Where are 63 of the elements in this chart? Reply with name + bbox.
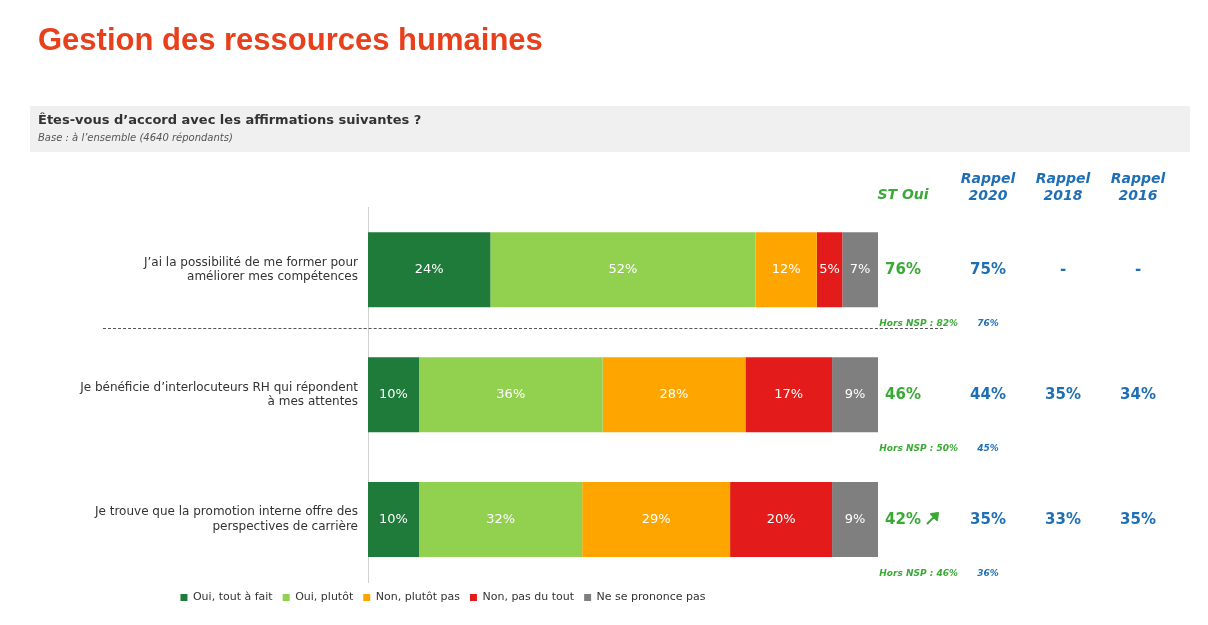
text: Hors NSP : 46% xyxy=(878,567,958,578)
bar xyxy=(842,232,878,308)
bar xyxy=(419,482,583,558)
data-label: 10% xyxy=(379,510,408,526)
bar xyxy=(832,357,878,433)
text: Êtes-vous d’accord avec les affirmations suivantes ? xyxy=(38,112,422,127)
bar xyxy=(490,232,756,308)
data-label: 24% xyxy=(414,261,444,277)
text: Rappel 2018 xyxy=(1034,170,1092,204)
text: 35% xyxy=(1044,384,1082,403)
data-label: 9% xyxy=(844,510,866,526)
bar xyxy=(832,482,878,558)
text: 33% xyxy=(1044,509,1082,528)
data-label: 10% xyxy=(379,386,408,402)
legend-label: Oui, plutôt xyxy=(295,590,354,604)
data-label: 28% xyxy=(659,386,689,402)
text: 42% xyxy=(885,509,921,528)
text: Rappel 2020 xyxy=(959,170,1017,204)
bar xyxy=(419,357,603,433)
legend-label: Non, plutôt pas xyxy=(375,590,461,604)
text: Rappel 2016 xyxy=(1109,170,1167,204)
legend-label: Oui, tout à fait xyxy=(192,590,274,604)
y-tick-label: J’ai la possibilité de me former pour améliorer mes compétences xyxy=(143,254,359,284)
text: Hors NSP : 82% xyxy=(878,317,958,328)
data-label: 29% xyxy=(641,510,671,526)
legend-label: Ne se prononce pas xyxy=(596,590,706,604)
data-label: 9% xyxy=(844,386,866,402)
data-label: 5% xyxy=(819,261,840,277)
text: 45% xyxy=(977,442,999,453)
y-tick-label: Je bénéficie d’interlocuteurs RH qui répondent à mes attentes xyxy=(79,379,359,409)
bar xyxy=(368,482,419,558)
text: 34% xyxy=(1119,384,1157,403)
text: ST Oui xyxy=(876,186,930,203)
text: Base : à l’ensemble (4640 répondants) xyxy=(38,132,233,143)
data-label: 36% xyxy=(496,386,526,402)
text: 46% xyxy=(885,384,921,403)
data-label: 7% xyxy=(849,261,871,277)
bar xyxy=(755,232,817,308)
text: 44% xyxy=(969,384,1007,403)
legend-label: Non, pas du tout xyxy=(482,590,575,604)
bar xyxy=(368,357,419,433)
bar xyxy=(745,357,833,433)
bar xyxy=(582,482,731,558)
text: - xyxy=(1133,259,1143,278)
text: 76% xyxy=(977,317,999,328)
data-label: 52% xyxy=(608,261,638,277)
text: 76% xyxy=(885,259,921,278)
data-label: 32% xyxy=(486,510,516,526)
text: - xyxy=(1058,259,1068,278)
bar xyxy=(730,482,833,558)
text: 36% xyxy=(977,567,999,578)
text: Hors NSP : 50% xyxy=(878,442,958,453)
y-tick-label: Je trouve que la promotion interne offre des perspectives de carrière xyxy=(93,504,358,533)
text: 75% xyxy=(969,259,1007,278)
bar xyxy=(816,232,843,308)
bar xyxy=(368,232,491,308)
data-label: 20% xyxy=(766,510,796,526)
text: 35% xyxy=(969,509,1007,528)
chart-title: Gestion des ressources humaines xyxy=(38,22,543,58)
text: 35% xyxy=(1119,509,1157,528)
data-label: 12% xyxy=(771,261,801,277)
data-label: 17% xyxy=(774,386,804,402)
bar xyxy=(602,357,746,433)
